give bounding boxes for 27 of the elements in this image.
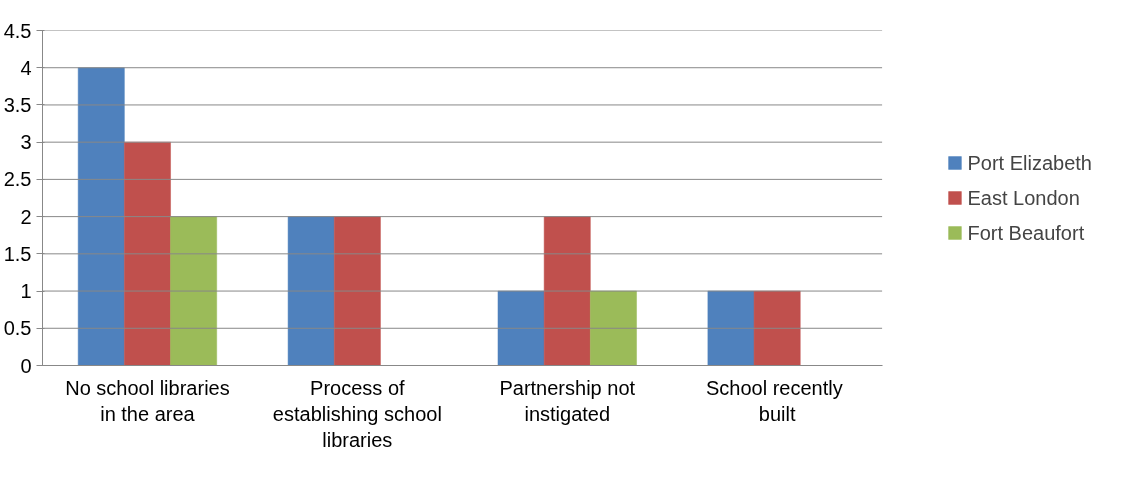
bar: [287, 216, 335, 366]
y-tick-label: 1: [20, 280, 32, 303]
y-tick-label: 2: [20, 205, 32, 228]
x-tick-label: Partnership not instigated: [499, 376, 636, 425]
legend-label: Port Elizabeth: [967, 151, 1092, 174]
bar: [543, 216, 591, 366]
bar: [334, 216, 381, 366]
x-tick-label: School recently built: [706, 376, 843, 425]
y-tick-label: 3: [20, 131, 32, 154]
bar: [590, 290, 637, 366]
legend-label: Fort Beaufort: [967, 221, 1085, 244]
bar: [124, 141, 171, 366]
y-tick-label: 0.5: [3, 317, 32, 340]
y-tick-label: 3.5: [3, 93, 32, 116]
legend-label: East London: [967, 186, 1080, 209]
x-tick-label: No school libraries in the area: [65, 376, 230, 425]
bar: [170, 216, 217, 366]
y-tick-label: 2.5: [3, 168, 32, 191]
bar: [77, 67, 125, 366]
y-tick-label: 1.5: [3, 242, 32, 265]
y-tick-label: 4.5: [3, 19, 32, 42]
y-tick-label: 0: [20, 354, 32, 377]
x-tick-label: Process of establishing school libraries: [272, 376, 442, 452]
bar: [707, 290, 755, 366]
bar: [497, 290, 545, 366]
bar: [753, 290, 801, 366]
y-tick-label: 4: [20, 56, 32, 79]
